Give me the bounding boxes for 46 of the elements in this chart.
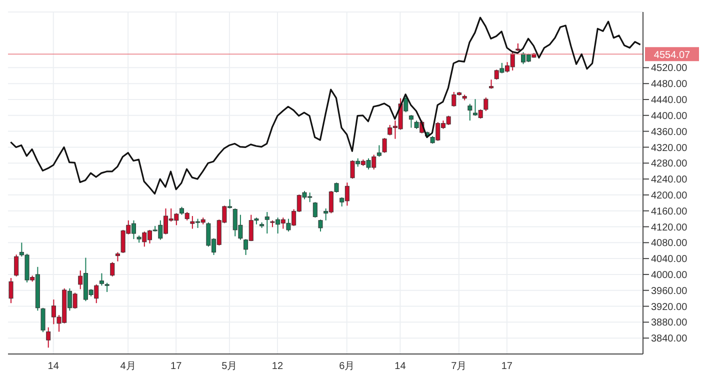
y-tick-label: 4440.00 (651, 95, 688, 106)
candlestick (40, 307, 46, 333)
line-series (10, 16, 642, 195)
y-tick-label: 4200.00 (651, 190, 688, 202)
x-tick-label: 5月 (222, 361, 238, 372)
y-tick-label: 3920.00 (651, 302, 688, 313)
x-tick-label: 6月 (339, 361, 355, 372)
x-tick-label: 14 (48, 361, 60, 372)
x-tick-label: 4月 (120, 361, 136, 372)
x-tick-label: 7月 (451, 361, 467, 372)
candlestick (484, 97, 488, 112)
y-tick-label: 4520.00 (651, 63, 688, 74)
y-tick-label: 4280.00 (651, 158, 688, 170)
y-tick-label: 4320.00 (651, 142, 688, 154)
candlestick (489, 79, 494, 90)
y-tick-label: 3960.00 (651, 286, 688, 297)
y-tick-label: 4360.00 (651, 126, 688, 138)
y-tick-label: 3880.00 (651, 318, 688, 329)
candlestick (99, 272, 104, 286)
candlestick (14, 254, 19, 277)
x-tick-label: 17 (170, 361, 182, 372)
y-tick-label: 4120.00 (651, 222, 688, 234)
y-tick-label: 3840.00 (651, 334, 688, 345)
y-tick-label: 4160.00 (651, 206, 688, 218)
x-tick-label: 14 (394, 361, 406, 372)
candlestick (382, 138, 387, 154)
y-tick-label: 4400.00 (651, 110, 688, 122)
y-tick-label: 4480.00 (651, 79, 688, 90)
candlestick (104, 282, 110, 292)
candlestick (110, 262, 115, 277)
candlestick (312, 202, 318, 218)
x-tick-label: 12 (272, 361, 284, 372)
candlestick (264, 212, 270, 234)
y-tick-label: 4080.00 (651, 238, 688, 250)
candlestick (115, 252, 120, 262)
candlestick (468, 103, 472, 122)
ref-line-label: 4554.07 (654, 50, 691, 62)
y-tick-label: 4040.00 (651, 254, 688, 266)
y-tick-label: 4240.00 (651, 174, 688, 186)
candlestick (376, 144, 382, 158)
y-tick-label: 4000.00 (651, 270, 688, 282)
candlestick (408, 114, 414, 128)
candlestick (8, 278, 14, 304)
x-tick-label: 17 (501, 361, 513, 372)
candlestick (46, 326, 51, 348)
candlestick (318, 219, 323, 232)
